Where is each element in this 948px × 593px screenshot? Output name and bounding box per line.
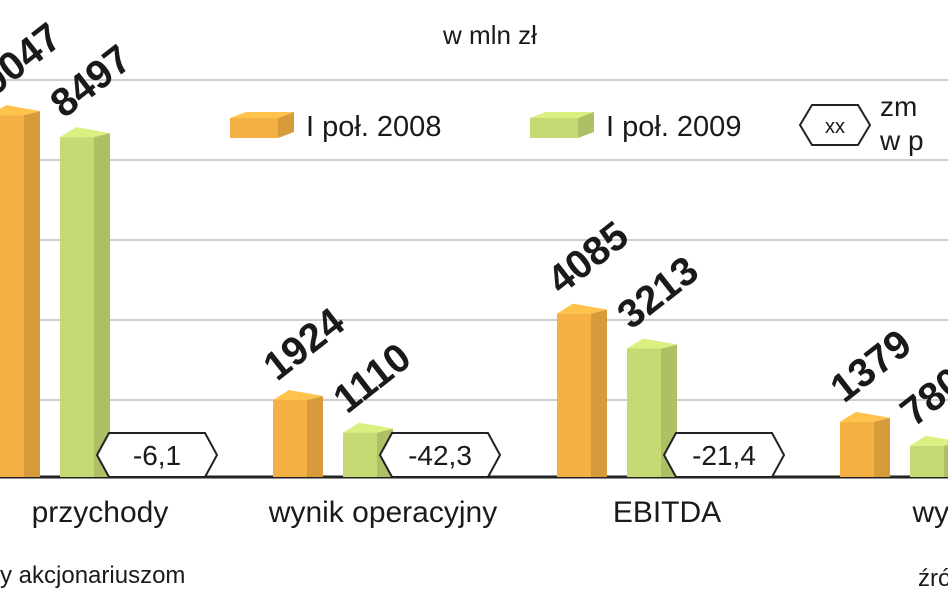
- bar-front: [273, 400, 307, 477]
- value-label: 3213: [609, 248, 706, 337]
- bar: [60, 127, 110, 477]
- footer-source: źró: [918, 565, 948, 592]
- bar-side: [591, 309, 607, 477]
- value-label: 1110: [325, 335, 419, 422]
- bar-side: [94, 133, 110, 477]
- bar-front: [60, 137, 94, 477]
- x-tick-label: przychody: [32, 496, 169, 529]
- bar-top: [557, 303, 607, 314]
- bar: [557, 303, 607, 477]
- legend-change-line: w p: [879, 125, 924, 156]
- bar-top: [60, 127, 110, 138]
- bar-front: [0, 115, 24, 478]
- bar-front: [627, 348, 661, 477]
- bar-top: [910, 435, 948, 446]
- legend-label: I poł. 2008: [306, 111, 441, 143]
- legend-swatch-top: [530, 112, 594, 118]
- bar-top: [627, 338, 677, 349]
- bar-side: [874, 417, 890, 477]
- bar-side: [307, 396, 323, 477]
- bar-front: [343, 432, 377, 477]
- bar-top: [840, 411, 890, 422]
- value-label: 4085: [539, 213, 636, 302]
- chart-title: w mln zł: [442, 20, 537, 50]
- legend-change-symbol: [798, 104, 872, 146]
- x-tick-label: EBITDA: [613, 496, 721, 529]
- bar-side: [944, 444, 948, 477]
- legend-swatch-top: [230, 112, 294, 118]
- bar: [273, 390, 323, 477]
- change-badge: [95, 432, 219, 478]
- x-tick-label: wynik operacyjny: [268, 496, 497, 529]
- legend-label: I poł. 2009: [606, 111, 741, 143]
- legend-change-line: zm: [880, 91, 917, 122]
- footer-note: y akcjonariuszom: [0, 562, 185, 589]
- bar-front: [910, 445, 944, 477]
- bar-side: [24, 111, 40, 478]
- bar-front: [840, 421, 874, 477]
- legend-swatch-side: [278, 112, 294, 138]
- bar: [910, 435, 948, 477]
- change-badge: [378, 432, 502, 478]
- change-label: -21,4: [692, 440, 756, 471]
- legend-swatch: [230, 118, 278, 138]
- change-badge: [662, 432, 786, 478]
- legend-swatch-side: [578, 112, 594, 138]
- bar-top: [273, 390, 323, 401]
- change-label: -6,1: [133, 440, 181, 471]
- legend-change-text: xx: [825, 116, 845, 138]
- bar-top: [0, 105, 40, 116]
- bar-top: [343, 422, 393, 433]
- x-tick-label: wynik: [911, 496, 948, 529]
- bar: [840, 411, 890, 477]
- bar-front: [557, 313, 591, 477]
- legend-swatch: [530, 118, 578, 138]
- change-label: -42,3: [408, 440, 472, 471]
- bar: [0, 105, 40, 478]
